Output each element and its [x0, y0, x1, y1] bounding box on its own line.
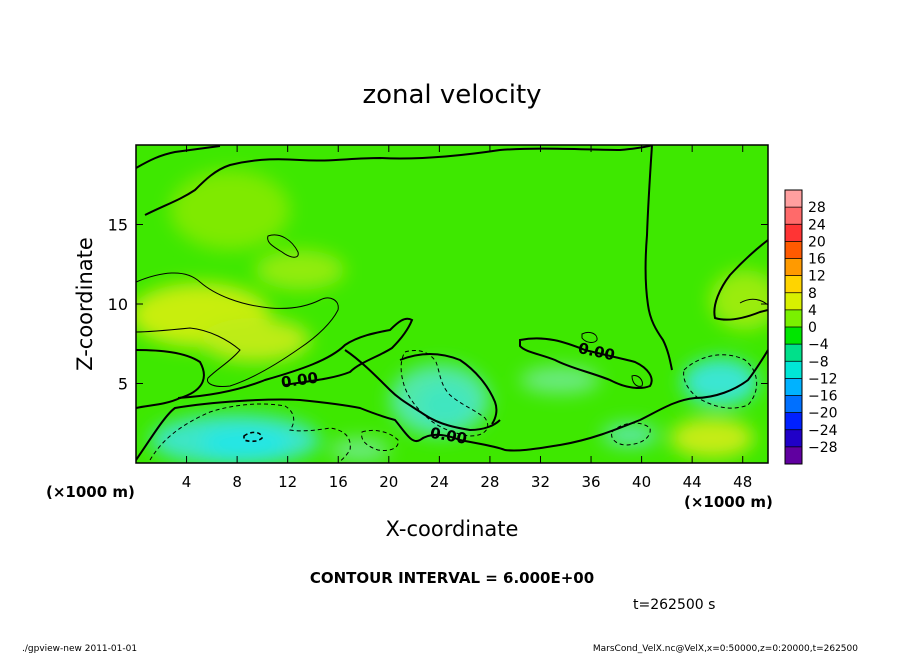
chart-title: zonal velocity [362, 80, 541, 110]
field-cool-zone [330, 438, 390, 462]
x-tick-label: 32 [531, 473, 550, 491]
colorbar-swatch [785, 395, 802, 414]
x-tick-label: 20 [379, 473, 398, 491]
x-tick-label: 24 [430, 473, 449, 491]
contour-interval-text: CONTOUR INTERVAL = 6.000E+00 [310, 569, 594, 587]
contour-zero-line [644, 145, 673, 371]
colorbar-swatch [785, 378, 802, 396]
time-stamp-text: t=262500 s [633, 597, 715, 613]
contour-line [267, 234, 299, 258]
contour-zero-line [713, 239, 768, 321]
colorbar-label: 4 [808, 303, 817, 319]
x-tick-label: 48 [733, 473, 752, 491]
field-warm-zone [170, 170, 290, 250]
colorbar-swatch [785, 275, 802, 294]
y-axis-label: Z-coordinate [73, 237, 97, 371]
field-cool-zone [200, 428, 290, 458]
contour-lines [136, 145, 768, 463]
colorbar-label: 12 [808, 269, 826, 285]
colorbar-swatch [785, 446, 802, 465]
x-tick-label: 44 [683, 473, 702, 491]
x-axis-ticks: 4 8 12 16 20 24 28 32 36 40 44 48 [182, 145, 752, 491]
y-axis-ticks: 5 10 15 [108, 216, 768, 394]
contour-line [136, 272, 339, 387]
colorbar-swatch [785, 292, 802, 311]
footer-left: ./gpview-new 2011-01-01 [22, 644, 137, 654]
colorbar-swatch [785, 429, 802, 448]
colorbar-label: 16 [808, 252, 826, 268]
contour-line-negative [683, 354, 758, 409]
contour-line-negative [400, 349, 489, 437]
y-tick-label: 10 [108, 295, 128, 314]
x-tick-label: 16 [329, 473, 348, 491]
y-tick-label: 5 [118, 375, 128, 394]
contour-zero-line [144, 145, 653, 216]
field-warm-zone [200, 318, 310, 362]
field-warm-zone [255, 250, 345, 290]
colorbar-label: −24 [808, 423, 838, 439]
colorbar-label: 24 [808, 217, 826, 233]
colorbar-label: −4 [808, 337, 829, 353]
field-cool-zone [417, 383, 473, 427]
footer-right: MarsCond_VelX.nc@VelX,x=0:50000,z=0:2000… [593, 644, 858, 654]
x-tick-label: 12 [278, 473, 297, 491]
contour-label: 0.00 [280, 369, 319, 392]
colorbar-swatch [785, 190, 802, 208]
colorbar-swatch [785, 207, 802, 225]
colorbar-swatch [785, 241, 802, 259]
colorbar-label: −20 [808, 406, 838, 422]
colorbar-label: −16 [808, 389, 838, 405]
field-cool-zone [602, 423, 658, 447]
field-cool-zone [520, 366, 600, 394]
x-tick-label: 28 [480, 473, 499, 491]
contour-line [581, 331, 598, 343]
y-tick-label: 15 [108, 216, 128, 235]
x-unit-label-left: (×1000 m) [46, 483, 135, 501]
x-tick-label: 4 [182, 473, 192, 491]
contour-line-negative [611, 422, 651, 446]
contour-zero-line [136, 349, 768, 461]
colorbar-label: 0 [808, 320, 817, 336]
colorbar-label: −28 [808, 440, 838, 456]
colorbar-swatch [785, 344, 802, 362]
contour-line-negative [361, 429, 399, 451]
contour-zero-line [136, 145, 221, 169]
contour-zero-line [399, 353, 498, 425]
contour-labels: 0.00 0.00 0.00 [280, 339, 617, 448]
x-tick-label: 40 [632, 473, 651, 491]
contour-line-negative [243, 431, 263, 443]
contour-line-negative [149, 403, 351, 463]
field-warm-zone [710, 270, 768, 330]
colorbar-swatch [785, 361, 802, 379]
field-cool-zone [682, 358, 758, 406]
contour-zero-line [136, 349, 205, 409]
x-unit-label-right: (×1000 m) [684, 493, 773, 511]
x-tick-label: 36 [581, 473, 600, 491]
contour-line [631, 375, 643, 387]
colorbar-swatch [785, 412, 802, 431]
colorbar-label: 8 [808, 286, 817, 302]
colorbar-label: −8 [808, 354, 829, 370]
colorbar-label: 28 [808, 200, 826, 216]
colorbar-swatch [785, 224, 802, 242]
field-warm-zone [670, 418, 754, 458]
colorbar-label: 20 [808, 234, 826, 250]
heatmap-field [136, 145, 768, 463]
colorbar-swatch [785, 327, 802, 345]
colorbar-label: −12 [808, 371, 838, 387]
colorbar-swatch [785, 258, 802, 277]
contour-zero-line [344, 349, 501, 432]
contour-zero-line [519, 337, 653, 389]
contour-zero-line [177, 317, 414, 399]
x-tick-label: 8 [232, 473, 242, 491]
x-axis-label: X-coordinate [386, 517, 519, 541]
colorbar-swatch [785, 309, 802, 328]
